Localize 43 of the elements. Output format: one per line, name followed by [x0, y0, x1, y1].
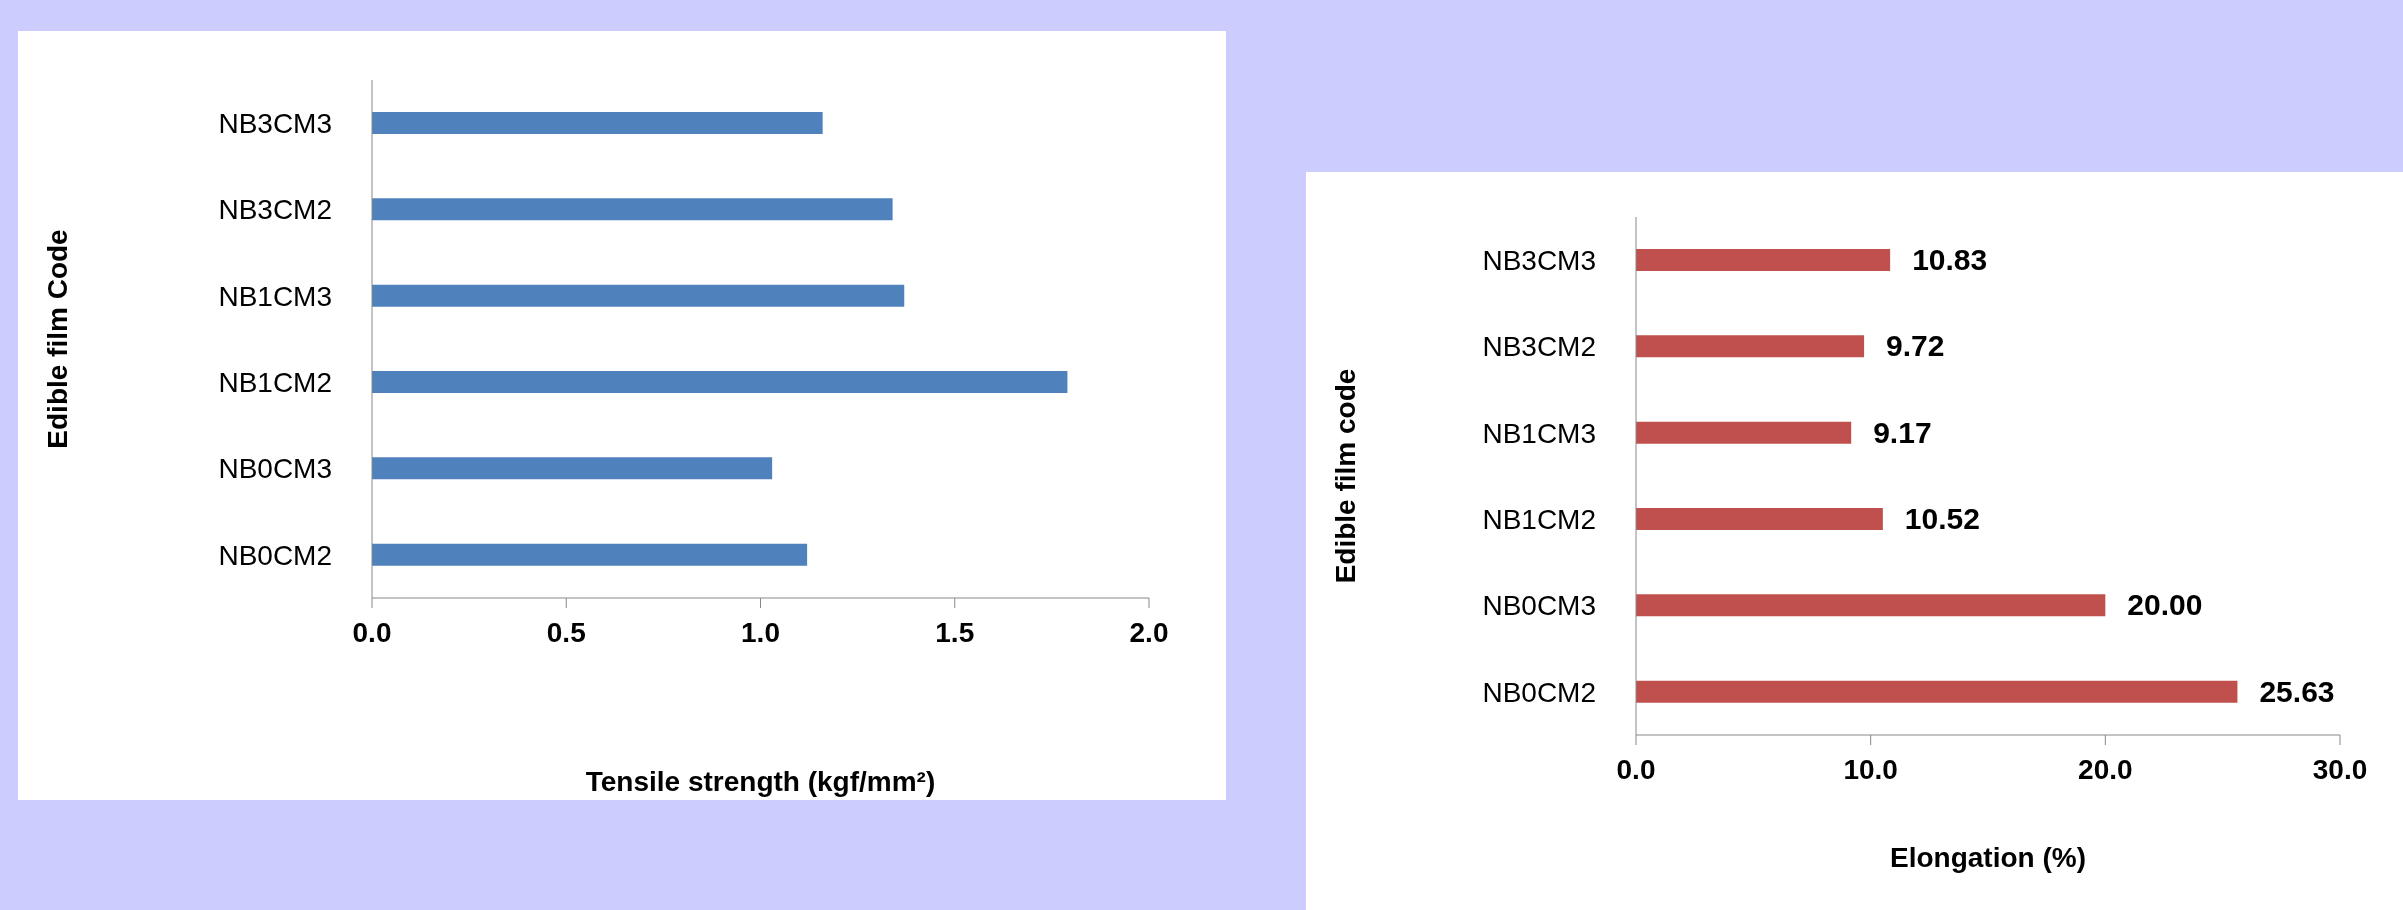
data-label: 10.83	[1912, 243, 1988, 276]
bar	[1636, 421, 1852, 444]
bar	[1636, 335, 1865, 358]
y-tick-label: NB3CM2	[1482, 331, 1596, 363]
x-tick-label: 0.0	[352, 616, 392, 648]
x-tick-label: 0.0	[1616, 753, 1656, 785]
data-label: 10.52	[1904, 502, 1980, 535]
x-tick-label: 0.5	[546, 616, 586, 648]
x-tick-label: 1.5	[935, 616, 975, 648]
y-tick-label: NB3CM3	[218, 108, 332, 140]
bar	[372, 284, 905, 307]
x-axis-title: Elongation (%)	[1889, 842, 2087, 874]
data-label: 25.63	[2259, 674, 2335, 708]
x-tick-label: 30.0	[2312, 753, 2368, 785]
x-tick-label: 20.0	[2078, 753, 2133, 785]
bar	[1636, 249, 1891, 271]
x-tick-label: 10.0	[1843, 753, 1898, 785]
data-label: 9.17	[1873, 415, 1932, 449]
y-tick-label: NB1CM3	[1482, 417, 1596, 449]
y-tick-label: NB0CM3	[218, 453, 332, 485]
data-label: 20.00	[2127, 588, 2203, 622]
bar	[1636, 680, 2238, 703]
y-tick-label: NB1CM3	[218, 280, 332, 312]
x-tick-label: 2.0	[1129, 616, 1169, 648]
y-tick-label: NB1CM2	[218, 367, 332, 399]
bar	[372, 371, 1068, 393]
bar	[1636, 594, 2106, 617]
data-label: 9.72	[1886, 329, 1945, 363]
bar	[1636, 508, 1883, 530]
y-tick-label: NB3CM2	[218, 194, 332, 226]
y-axis-title: Edible film code	[1330, 368, 1362, 584]
y-tick-label: NB1CM2	[1482, 504, 1596, 536]
y-tick-label: NB0CM3	[1482, 590, 1596, 622]
bar	[372, 198, 893, 221]
bar	[372, 543, 808, 566]
y-tick-label: NB0CM2	[1482, 676, 1596, 708]
bar	[372, 112, 823, 134]
y-tick-label: NB3CM3	[1482, 245, 1596, 277]
x-tick-label: 1.0	[741, 616, 780, 648]
x-axis-title: Tensile strength (kgf/mm²)	[584, 766, 937, 798]
y-tick-label: NB0CM2	[218, 539, 332, 571]
y-axis-title: Edible film Code	[42, 229, 74, 449]
bar	[372, 457, 773, 480]
